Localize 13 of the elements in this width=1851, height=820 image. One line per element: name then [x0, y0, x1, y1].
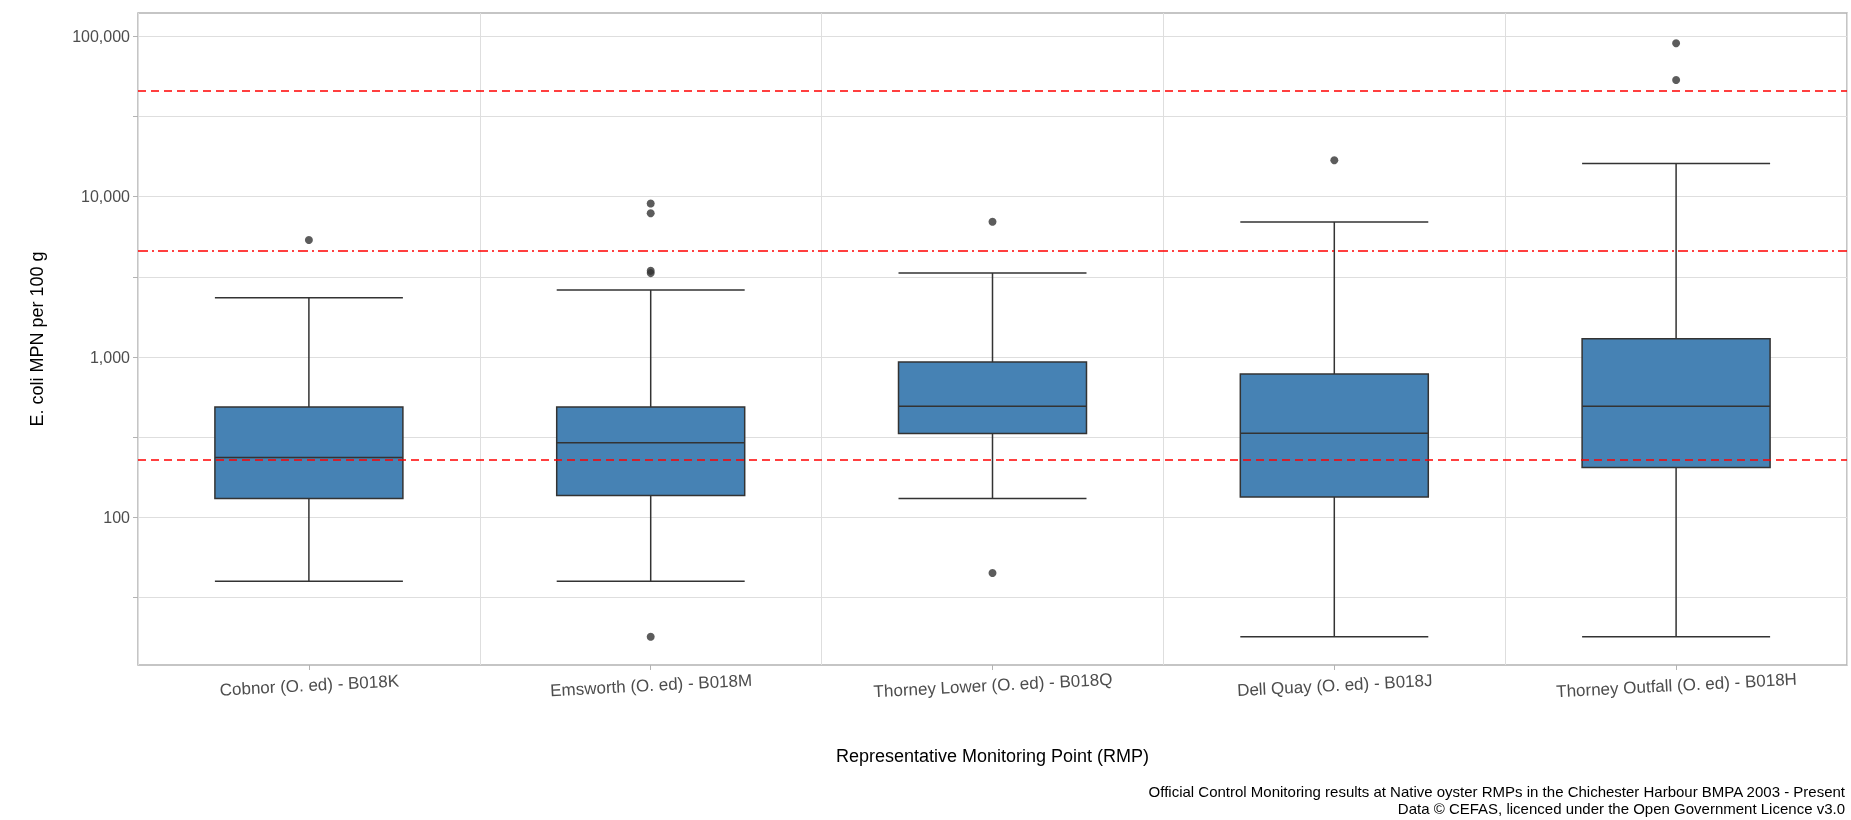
x-tick-label: Cobnor (O. ed) - B018K	[219, 671, 401, 700]
text: Data © CEFAS, licenced under the Open Government Licence v3.0	[1397, 800, 1845, 817]
y-tick-label: 100,000	[72, 27, 131, 45]
y-axis-title: E. coli MPN per 100 g	[27, 251, 47, 427]
y-tick-label: 100	[103, 508, 131, 526]
x-axis-title: Representative Monitoring Point (RMP)	[835, 746, 1150, 766]
text: Official Control Monitoring results at Native oyster RMPs in the Chichester Harbour BMPA 2003 - Present	[1148, 783, 1846, 800]
x-tick-label: Thorney Lower (O. ed) - B018Q	[873, 669, 1113, 702]
y-tick-label: 10,000	[81, 188, 131, 206]
x-tick-label: Thorney Outfall (O. ed) - B018H	[1555, 669, 1798, 702]
x-tick-label: Dell Quay (O. ed) - B018J	[1236, 670, 1433, 701]
y-tick-label: 1,000	[89, 348, 131, 366]
x-tick-label: Emsworth (O. ed) - B018M	[549, 670, 753, 701]
